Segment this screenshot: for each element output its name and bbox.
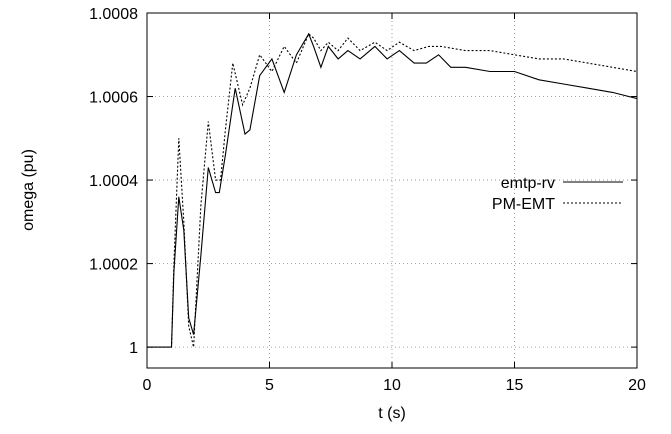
x-tick-label: 10 [383,377,401,394]
legend-label: emtp-rv [501,175,555,192]
y-axis-label: omega (pu) [20,149,37,231]
y-tick-label: 1.0008 [89,6,138,23]
x-tick-label: 0 [143,377,152,394]
series-layer [147,32,638,348]
y-tick-label: 1.0006 [89,90,138,107]
x-axis-label: t (s) [378,405,406,422]
plot-frame [146,12,638,369]
series-line-pm-emt [147,32,638,348]
series-line-emtp-rv [147,32,638,348]
legend: emtp-rv PM-EMT [492,175,623,213]
legend-label: PM-EMT [492,196,555,213]
y-tick-label: 1.0004 [89,173,138,190]
grid-layer [147,13,637,368]
x-tick-label: 20 [628,377,646,394]
tick-layer: 0 5 10 15 20 1 1.0002 1.0004 1.0006 1.0008 [89,6,646,394]
x-tick-label: 15 [506,377,524,394]
y-tick-label: 1 [129,340,138,357]
x-tick-label: 5 [265,377,274,394]
y-tick-label: 1.0002 [89,257,138,274]
